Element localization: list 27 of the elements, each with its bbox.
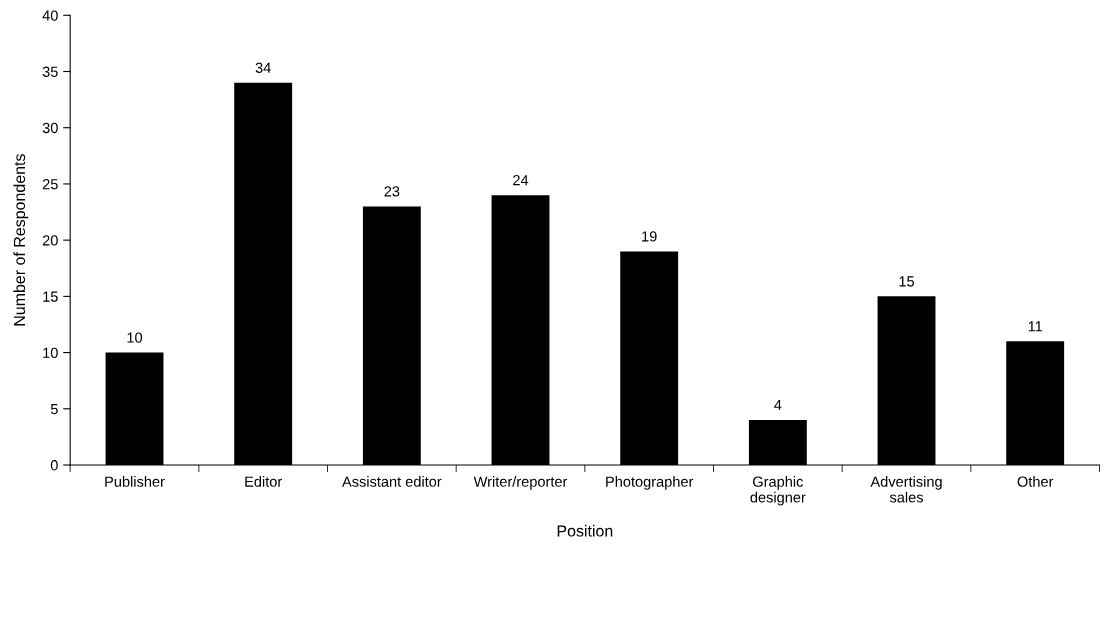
x-tick-label: Other [1017, 476, 1054, 487]
x-tick-label: Assistant editor [342, 476, 442, 487]
y-tick-label: 40 [42, 10, 58, 21]
data-label: 15 [899, 276, 915, 287]
data-label: 11 [1028, 321, 1043, 332]
y-tick-label: 35 [42, 66, 58, 77]
y-tick-label: 25 [42, 179, 58, 190]
x-tick-label: Advertising sales [870, 476, 942, 503]
data-label: 19 [642, 231, 657, 242]
data-label: 10 [127, 332, 143, 343]
x-axis-title: Position [557, 524, 613, 537]
x-tick-label: Editor [245, 476, 282, 487]
x-tick-label: Photographer [606, 476, 694, 490]
y-tick-label: 30 [42, 122, 58, 134]
data-label: 23 [384, 186, 400, 197]
y-tick-label: 10 [43, 347, 58, 359]
x-tick-label: Writer/reporter [473, 476, 568, 490]
y-tick-label: 5 [50, 404, 58, 415]
x-tick-label: Publisher [105, 476, 165, 487]
y-tick-label: 20 [42, 235, 58, 246]
data-label: 34 [255, 62, 271, 73]
data-label: 4 [774, 400, 782, 411]
data-label: 24 [513, 175, 529, 186]
x-tick-label: Graphic designer [750, 476, 806, 506]
y-tick-label: 0 [50, 460, 58, 471]
y-axis-title: Number of Respondents [13, 154, 29, 326]
y-tick-label: 15 [43, 291, 58, 302]
